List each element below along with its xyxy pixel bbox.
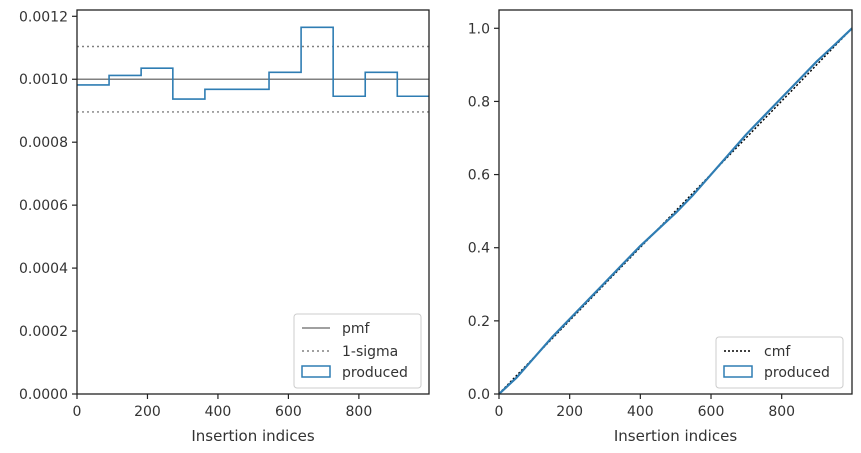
y-tick-label: 0.0008 (19, 135, 68, 151)
right-legend: cmf produced (715, 336, 844, 389)
left-x-ticks: 0 200 400 600 800 (73, 394, 373, 420)
y-tick-label: 0.0006 (19, 198, 68, 214)
y-tick-label: 1.0 (468, 21, 490, 37)
y-tick-label: 0.0012 (19, 9, 68, 25)
x-tick-label: 400 (627, 404, 654, 420)
x-tick-label: 800 (346, 404, 373, 420)
x-tick-label: 200 (556, 404, 583, 420)
y-tick-label: 0.0 (468, 387, 490, 403)
legend-produced-swatch (723, 365, 753, 378)
x-tick-label: 400 (205, 404, 232, 420)
y-tick-label: 0.0004 (19, 261, 68, 277)
sigma-lines (77, 45, 429, 113)
produced-cumulative-group (498, 27, 853, 395)
right-x-ticks: 0 200 400 600 800 (495, 394, 795, 420)
legend-cmf-label: cmf (764, 344, 791, 360)
right-axes-frame (498, 9, 853, 395)
y-tick-label: 0.2 (468, 314, 490, 330)
x-tick-label: 0 (495, 404, 504, 420)
y-tick-label: 0.0010 (19, 72, 68, 88)
right-x-axis-label: Insertion indices (614, 427, 737, 445)
produced-series-group (77, 26, 429, 100)
legend-sigma-label: 1-sigma (342, 344, 398, 360)
y-tick-label: 0.8 (468, 94, 490, 110)
produced-cumulative-line (498, 27, 853, 395)
left-x-axis-label: Insertion indices (191, 427, 314, 445)
x-tick-label: 200 (134, 404, 161, 420)
left-legend: pmf 1-sigma produced (293, 313, 422, 389)
x-tick-label: 600 (275, 404, 302, 420)
y-tick-label: 0.0002 (19, 324, 68, 340)
y-tick-label: 0.6 (468, 168, 490, 184)
left-legend-box (293, 313, 422, 389)
right-legend-box (715, 336, 844, 389)
right-y-ticks: 0.0 0.2 0.4 0.6 0.8 1.0 (468, 21, 499, 403)
x-tick-label: 800 (768, 404, 795, 420)
x-tick-label: 600 (698, 404, 725, 420)
cmf-chart: 0 200 400 600 800 0.0 0.2 0.4 0.6 0.8 1.0 Inserti… (468, 9, 853, 445)
left-y-ticks: 0.0000 0.0002 0.0004 0.0006 0.0008 0.0010 0.00… (19, 9, 77, 403)
legend-pmf-label: pmf (342, 321, 371, 337)
pmf-histogram-chart: 0 200 400 600 800 0.00000.00020.00040.00060.… (19, 9, 430, 445)
y-tick-label: 0.4 (468, 241, 490, 257)
left-axes-frame (76, 9, 430, 395)
produced-step-line (77, 26, 429, 100)
legend-produced-label: produced (342, 365, 408, 381)
x-tick-label: 0 (73, 404, 82, 420)
legend-produced-label: produced (764, 365, 830, 381)
y-tick-label: 0.0000 (19, 387, 68, 403)
legend-produced-swatch (301, 365, 331, 378)
